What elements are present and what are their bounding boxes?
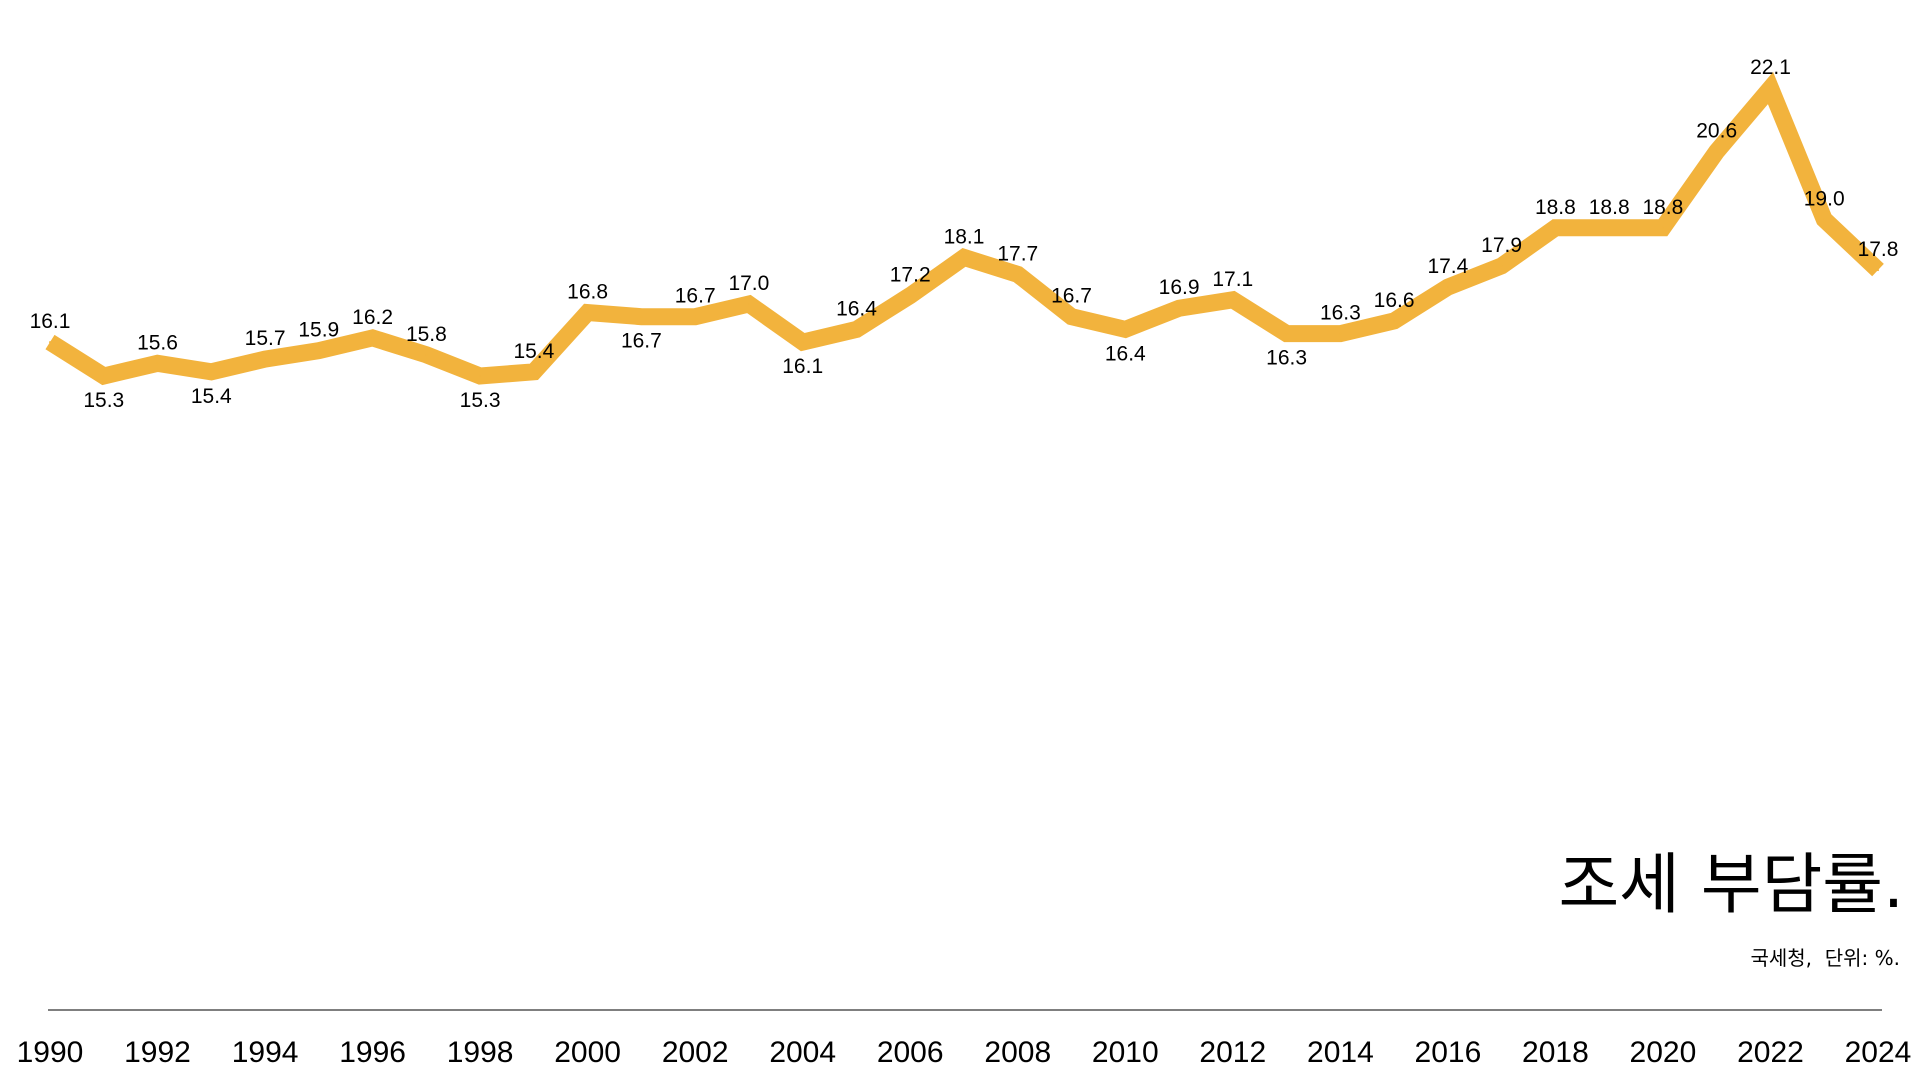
data-label-1992: 15.6	[137, 331, 178, 354]
x-tick-label-2020: 2020	[1630, 1036, 1697, 1069]
data-label-2023: 19.0	[1804, 187, 1845, 210]
data-label-2008: 17.7	[997, 242, 1038, 265]
data-label-2007: 18.1	[944, 225, 985, 248]
data-point-2007	[963, 256, 965, 259]
data-label-2009: 16.7	[1051, 285, 1092, 308]
data-point-2015	[1393, 319, 1396, 322]
data-label-2000: 16.8	[567, 281, 608, 304]
data-label-2002: 16.7	[675, 285, 716, 308]
data-label-2003: 17.0	[728, 272, 769, 295]
data-point-2002	[694, 315, 697, 318]
data-label-1990: 16.1	[30, 310, 71, 333]
data-point-2022	[1769, 87, 1772, 89]
data-point-2024	[1877, 269, 1879, 272]
data-point-2023	[1823, 218, 1826, 221]
data-point-2014	[1339, 332, 1342, 335]
series-group	[45, 71, 1884, 386]
data-label-1998: 15.3	[460, 389, 501, 412]
data-label-2016: 17.4	[1427, 255, 1468, 278]
x-tick-label-1998: 1998	[447, 1036, 514, 1069]
x-tick-label-1994: 1994	[232, 1036, 299, 1069]
x-tick-label-2022: 2022	[1737, 1036, 1804, 1069]
data-point-2013	[1285, 332, 1288, 335]
data-label-2011: 16.9	[1159, 276, 1200, 299]
data-label-2017: 17.9	[1481, 234, 1522, 257]
data-label-2010: 16.4	[1105, 342, 1146, 365]
data-label-group: 16.1 15.3 15.6 15.4 15.7 15.9 16.2 15.8 15.3 15.4…	[30, 56, 1899, 412]
data-point-2004	[801, 341, 804, 344]
data-label-1993: 15.4	[191, 385, 232, 408]
data-point-1997	[425, 353, 428, 356]
data-point-1994	[264, 358, 267, 361]
data-label-2021: 20.6	[1696, 120, 1737, 143]
x-tick-label-2012: 2012	[1199, 1036, 1266, 1069]
x-tick-label-2002: 2002	[662, 1036, 729, 1069]
data-point-2008	[1016, 273, 1019, 276]
data-label-1994: 15.7	[245, 327, 286, 350]
x-tick-label-2004: 2004	[769, 1036, 836, 1069]
data-label-1999: 15.4	[513, 340, 554, 363]
data-label-2001: 16.7	[621, 330, 662, 353]
x-axis-ticks: 1990 1992 1994 1996 1998 2000 2002 2004 2006 2008…	[17, 1036, 1912, 1069]
data-point-2006	[909, 294, 912, 297]
x-tick-label-2014: 2014	[1307, 1036, 1374, 1069]
data-label-2018: 18.8	[1535, 196, 1576, 219]
data-point-1993	[210, 370, 213, 373]
chart-subtitle: 국세청, 단위: %.	[1750, 946, 1900, 970]
data-label-2013: 16.3	[1266, 347, 1307, 370]
data-point-2010	[1124, 328, 1127, 331]
data-label-1996: 16.2	[352, 306, 393, 329]
data-label-1991: 15.3	[83, 389, 124, 412]
x-tick-label-1992: 1992	[124, 1036, 191, 1069]
x-tick-label-1996: 1996	[339, 1036, 406, 1069]
data-point-2019	[1608, 226, 1611, 229]
data-label-2004: 16.1	[782, 355, 823, 378]
data-point-2018	[1554, 226, 1557, 229]
data-point-2003	[747, 303, 750, 305]
data-label-2019: 18.8	[1589, 196, 1630, 219]
x-tick-label-1990: 1990	[17, 1036, 84, 1069]
data-point-1996	[371, 336, 374, 339]
x-tick-label-2006: 2006	[877, 1036, 944, 1069]
data-label-2015: 16.6	[1374, 289, 1415, 312]
x-tick-label-2008: 2008	[984, 1036, 1051, 1069]
data-point-2021	[1715, 150, 1718, 153]
data-point-2020	[1661, 226, 1664, 229]
data-label-2005: 16.4	[836, 297, 877, 320]
data-label-1997: 15.8	[406, 323, 447, 346]
data-label-2024: 17.8	[1858, 238, 1899, 261]
chart-title: 조세 부담률.	[1558, 846, 1904, 923]
data-label-2022: 22.1	[1750, 56, 1791, 79]
data-label-1995: 15.9	[298, 319, 339, 342]
data-label-2020: 18.8	[1642, 196, 1683, 219]
data-point-1990	[49, 341, 51, 344]
data-point-2012	[1231, 298, 1234, 301]
data-point-2011	[1178, 307, 1181, 310]
data-point-1995	[317, 349, 320, 352]
data-point-2009	[1070, 315, 1073, 318]
data-point-2000	[586, 311, 589, 314]
x-tick-label-2010: 2010	[1092, 1036, 1159, 1069]
data-point-2005	[855, 328, 858, 331]
data-point-2017	[1500, 264, 1503, 267]
data-label-2014: 16.3	[1320, 302, 1361, 325]
data-point-2016	[1446, 286, 1449, 289]
x-tick-label-2016: 2016	[1415, 1036, 1482, 1069]
data-point-1992	[156, 362, 159, 365]
data-point-1998	[479, 375, 482, 377]
data-label-2006: 17.2	[890, 264, 931, 287]
data-point-1999	[532, 370, 535, 373]
data-label-2012: 17.1	[1212, 268, 1253, 291]
data-point-2001	[640, 315, 643, 318]
x-tick-label-2000: 2000	[554, 1036, 621, 1069]
x-tick-label-2024: 2024	[1845, 1036, 1912, 1069]
x-tick-label-2018: 2018	[1522, 1036, 1589, 1069]
data-point-1991	[102, 375, 105, 377]
